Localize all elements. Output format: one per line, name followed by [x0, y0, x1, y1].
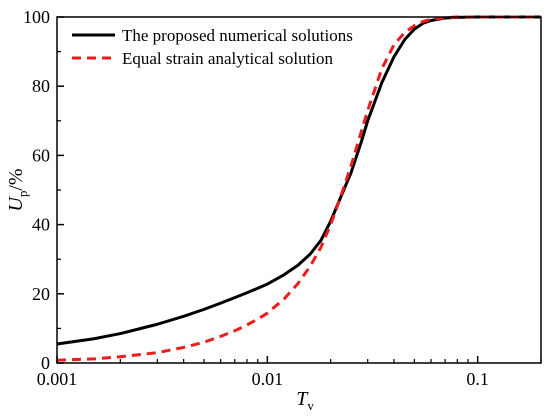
y-tick-label: 60 [32, 145, 50, 165]
y-tick-label: 40 [32, 215, 50, 235]
x-axis-title-main: T [296, 388, 309, 410]
plot-frame [56, 16, 542, 364]
y-axis-title-sub: p [15, 191, 30, 198]
y-tick-label: 100 [23, 7, 50, 27]
plot-area [56, 15, 541, 362]
y-tick-label: 80 [32, 76, 50, 96]
x-tick-label: 0.01 [252, 369, 284, 389]
y-tick-label: 20 [32, 284, 50, 304]
series-line-2 [56, 15, 541, 362]
legend-label-2: Equal strain analytical solution [122, 49, 334, 68]
axis-ticks: 0.001 0.01 0.1 0 20 40 60 80 100 [23, 7, 542, 389]
x-axis-title: Tv [296, 388, 314, 413]
x-tick-label: 0.001 [37, 369, 78, 389]
legend: The proposed numerical solutions Equal st… [72, 26, 353, 68]
legend-label-1: The proposed numerical solutions [122, 26, 353, 45]
x-tick-label: 0.1 [466, 369, 489, 389]
y-axis-title-main: U [5, 196, 27, 212]
x-axis-title-sub: v [307, 398, 314, 413]
y-tick-label: 0 [41, 353, 50, 373]
y-axis-title: Up/% [5, 168, 30, 211]
y-axis-title-unit: /% [5, 168, 27, 190]
